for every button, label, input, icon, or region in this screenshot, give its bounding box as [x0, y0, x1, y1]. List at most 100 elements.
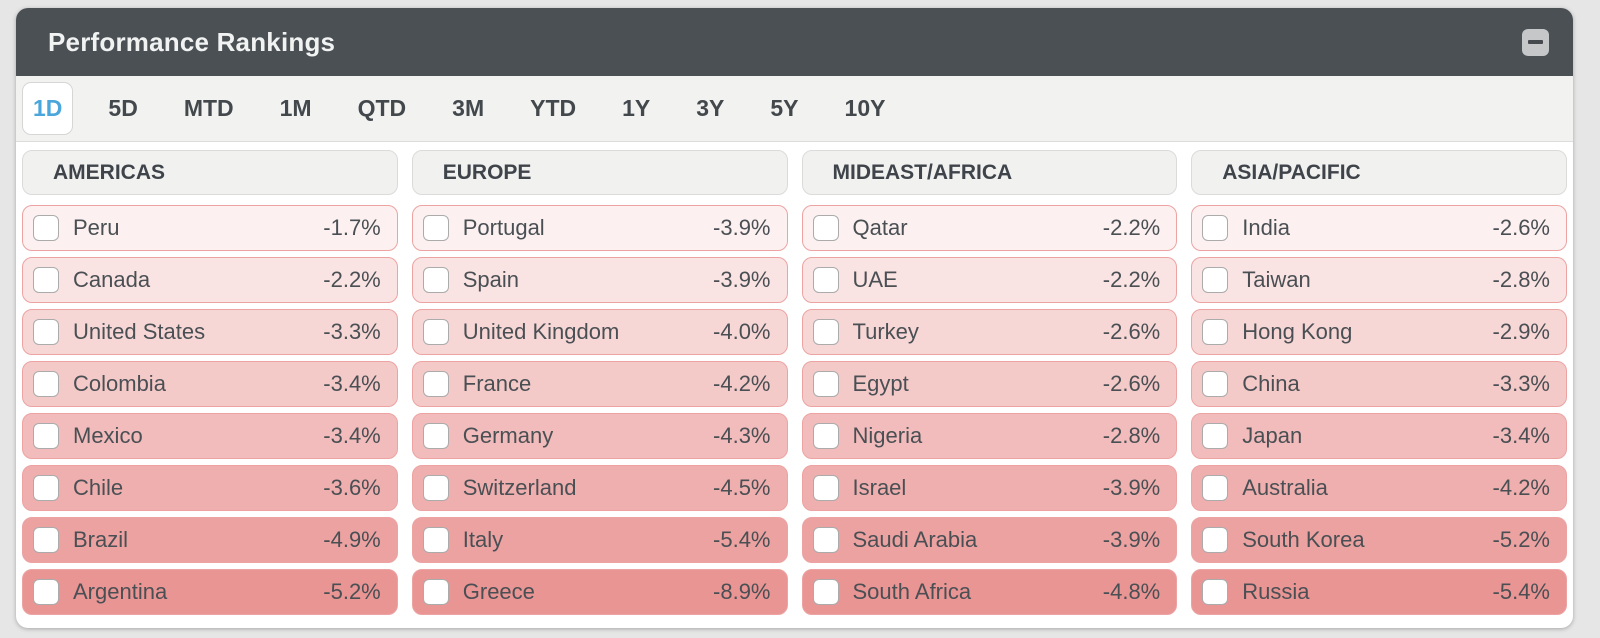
country-row[interactable]: Qatar -2.2%	[801, 205, 1178, 251]
country-row[interactable]: Israel -3.9%	[801, 465, 1178, 511]
country-checkbox[interactable]	[812, 475, 839, 501]
country-row[interactable]: Chile -3.6%	[22, 465, 398, 511]
country-value: -4.2%	[1492, 475, 1550, 500]
country-checkbox[interactable]	[1202, 423, 1229, 449]
region-rows: Qatar -2.2% UAE -2.2% Turkey -2.6% Egypt…	[801, 205, 1178, 615]
country-checkbox[interactable]	[812, 423, 839, 449]
country-checkbox[interactable]	[422, 527, 449, 553]
country-row[interactable]: Japan -3.4%	[1191, 413, 1567, 459]
country-checkbox[interactable]	[812, 215, 839, 241]
country-checkbox[interactable]	[1202, 371, 1229, 397]
period-tab-ytd[interactable]: YTD	[519, 82, 587, 135]
country-name: Chile	[73, 475, 124, 500]
country-checkbox[interactable]	[33, 423, 59, 449]
country-value: -2.9%	[1492, 319, 1550, 344]
country-row[interactable]: Egypt -2.6%	[801, 361, 1178, 407]
country-row[interactable]: Germany -4.3%	[411, 413, 788, 459]
period-tab-5y[interactable]: 5Y	[759, 82, 809, 135]
country-checkbox[interactable]	[422, 475, 449, 501]
country-checkbox[interactable]	[1202, 527, 1229, 553]
country-row[interactable]: Switzerland -4.5%	[411, 465, 788, 511]
period-tab-qtd[interactable]: QTD	[347, 82, 418, 135]
period-tab-1d[interactable]: 1D	[22, 82, 74, 135]
country-name: Turkey	[852, 319, 919, 344]
rankings-grid: AMERICAS Peru -1.7% Canada -2.2% United …	[16, 142, 1573, 628]
country-checkbox[interactable]	[33, 371, 59, 397]
country-checkbox[interactable]	[422, 371, 449, 397]
country-row[interactable]: Australia -4.2%	[1191, 465, 1567, 511]
country-row[interactable]: India -2.6%	[1191, 205, 1567, 251]
country-name: China	[1242, 371, 1300, 396]
region-header: MIDEAST/AFRICA	[801, 150, 1178, 195]
country-checkbox[interactable]	[33, 215, 59, 241]
country-row[interactable]: Canada -2.2%	[22, 257, 398, 303]
country-row[interactable]: Peru -1.7%	[22, 205, 398, 251]
country-checkbox[interactable]	[812, 371, 839, 397]
country-row[interactable]: Hong Kong -2.9%	[1191, 309, 1567, 355]
region-header: ASIA/PACIFIC	[1191, 150, 1567, 195]
country-row[interactable]: Brazil -4.9%	[22, 517, 398, 563]
country-checkbox[interactable]	[33, 527, 59, 553]
country-row[interactable]: Argentina -5.2%	[22, 569, 398, 615]
country-name: Portugal	[462, 215, 545, 240]
country-name: Japan	[1242, 423, 1303, 448]
period-tab-mtd[interactable]: MTD	[173, 82, 245, 135]
country-checkbox[interactable]	[1202, 215, 1229, 241]
country-value: -3.6%	[323, 475, 381, 500]
performance-rankings-panel: Performance Rankings 1D 5D MTD 1M QTD 3M YTD 1Y…	[16, 8, 1573, 628]
country-checkbox[interactable]	[1202, 475, 1229, 501]
country-row[interactable]: Spain -3.9%	[411, 257, 788, 303]
country-value: -1.7%	[323, 215, 381, 240]
country-name: Argentina	[73, 579, 168, 604]
country-checkbox[interactable]	[1202, 267, 1229, 293]
country-checkbox[interactable]	[812, 319, 839, 345]
period-tab-1m[interactable]: 1M	[269, 82, 323, 135]
region-rows: India -2.6% Taiwan -2.8% Hong Kong -2.9%…	[1191, 205, 1567, 615]
country-checkbox[interactable]	[812, 579, 839, 605]
country-row[interactable]: United States -3.3%	[22, 309, 398, 355]
country-row[interactable]: France -4.2%	[411, 361, 788, 407]
country-row[interactable]: Russia -5.4%	[1191, 569, 1567, 615]
period-tab-5d[interactable]: 5D	[97, 82, 148, 135]
country-name: South Korea	[1242, 527, 1365, 552]
country-row[interactable]: Taiwan -2.8%	[1191, 257, 1567, 303]
minimize-button[interactable]	[1522, 28, 1549, 56]
country-checkbox[interactable]	[812, 267, 839, 293]
country-row[interactable]: Mexico -3.4%	[22, 413, 398, 459]
country-checkbox[interactable]	[33, 319, 59, 345]
country-row[interactable]: Portugal -3.9%	[411, 205, 788, 251]
country-checkbox[interactable]	[422, 579, 449, 605]
country-checkbox[interactable]	[812, 527, 839, 553]
country-checkbox[interactable]	[33, 579, 59, 605]
country-row[interactable]: South Korea -5.2%	[1191, 517, 1567, 563]
country-row[interactable]: Colombia -3.4%	[22, 361, 398, 407]
country-row[interactable]: United Kingdom -4.0%	[411, 309, 788, 355]
country-row[interactable]: Greece -8.9%	[411, 569, 788, 615]
country-value: -8.9%	[713, 579, 771, 604]
country-checkbox[interactable]	[422, 215, 449, 241]
country-checkbox[interactable]	[422, 267, 449, 293]
country-row[interactable]: UAE -2.2%	[801, 257, 1178, 303]
country-row[interactable]: Nigeria -2.8%	[801, 413, 1178, 459]
country-row[interactable]: China -3.3%	[1191, 361, 1567, 407]
country-name: Mexico	[73, 423, 143, 448]
period-tab-3y[interactable]: 3Y	[685, 82, 735, 135]
country-row[interactable]: Turkey -2.6%	[801, 309, 1178, 355]
country-value: -2.6%	[1492, 215, 1550, 240]
country-value: -2.2%	[1102, 215, 1161, 240]
period-tab-1y[interactable]: 1Y	[611, 82, 661, 135]
country-checkbox[interactable]	[1202, 319, 1229, 345]
country-name: Brazil	[73, 527, 129, 552]
period-tab-3m[interactable]: 3M	[441, 82, 495, 135]
country-checkbox[interactable]	[422, 423, 449, 449]
period-tabstrip: 1D 5D MTD 1M QTD 3M YTD 1Y 3Y 5Y 10Y	[16, 76, 1573, 142]
country-checkbox[interactable]	[33, 475, 59, 501]
country-row[interactable]: Saudi Arabia -3.9%	[801, 517, 1178, 563]
country-row[interactable]: South Africa -4.8%	[801, 569, 1178, 615]
country-row[interactable]: Italy -5.4%	[411, 517, 788, 563]
country-checkbox[interactable]	[422, 319, 449, 345]
country-checkbox[interactable]	[33, 267, 59, 293]
country-checkbox[interactable]	[1202, 579, 1229, 605]
period-tab-10y[interactable]: 10Y	[834, 82, 897, 135]
country-name: United States	[73, 319, 206, 344]
